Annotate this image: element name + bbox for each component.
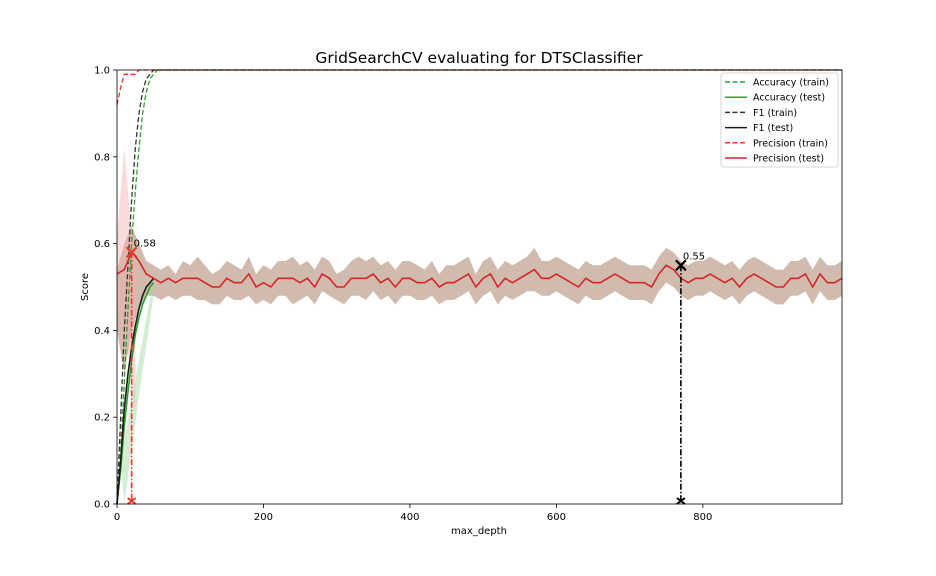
y-axis-label: Score — [80, 273, 91, 301]
series-precision-test — [116, 250, 843, 289]
y-tick-label: 0.0 — [94, 500, 110, 511]
test-score-band — [117, 226, 842, 374]
drop-cross-0 — [127, 497, 137, 505]
y-tick-label: 0.2 — [94, 413, 110, 424]
accuracy-test-early-band — [120, 278, 154, 504]
x-tick-label: 400 — [400, 512, 419, 523]
legend-label-f1-test: F1 (test) — [753, 123, 793, 134]
legend-label-accuracy-train: Accuracy (train) — [753, 78, 829, 89]
y-axis-ticks: 0.0 0.2 0.4 0.6 0.8 1.0 — [94, 66, 117, 511]
x-tick-label: 200 — [254, 512, 273, 523]
best-score-label-1: 0.55 — [683, 251, 705, 262]
legend-label-precision-test: Precision (test) — [753, 154, 824, 165]
best-score-marker-1 — [675, 259, 687, 272]
y-tick-label: 0.6 — [94, 239, 110, 250]
legend-label-precision-train: Precision (train) — [753, 138, 828, 149]
legend: Accuracy (train) Accuracy (test) F1 (train… — [720, 72, 839, 168]
plot-frame — [116, 69, 843, 505]
drop-cross-1 — [676, 497, 686, 505]
x-axis-label: max_depth — [451, 526, 507, 537]
y-tick-label: 0.8 — [94, 152, 110, 163]
best-score-marker-0 — [125, 246, 138, 259]
x-tick-label: 0 — [114, 512, 120, 523]
best-score-label-0: 0.58 — [134, 238, 156, 249]
x-tick-label: 800 — [693, 512, 712, 523]
series-accuracy-test — [116, 282, 155, 505]
x-tick-label: 600 — [547, 512, 566, 523]
annotation-layer: 0.58 0.55 — [125, 238, 705, 505]
legend-box — [720, 72, 839, 168]
x-axis-ticks: 0 200 400 600 800 — [114, 504, 712, 523]
y-tick-label: 1.0 — [94, 66, 110, 77]
legend-label-f1-train: F1 (train) — [753, 108, 797, 119]
series-accuracy-train — [116, 69, 842, 505]
legend-label-accuracy-test: Accuracy (test) — [753, 93, 825, 104]
series-f1-test — [116, 277, 155, 505]
chart-title: GridSearchCV evaluating for DTSClassifie… — [315, 49, 643, 67]
y-tick-label: 0.4 — [94, 326, 110, 337]
